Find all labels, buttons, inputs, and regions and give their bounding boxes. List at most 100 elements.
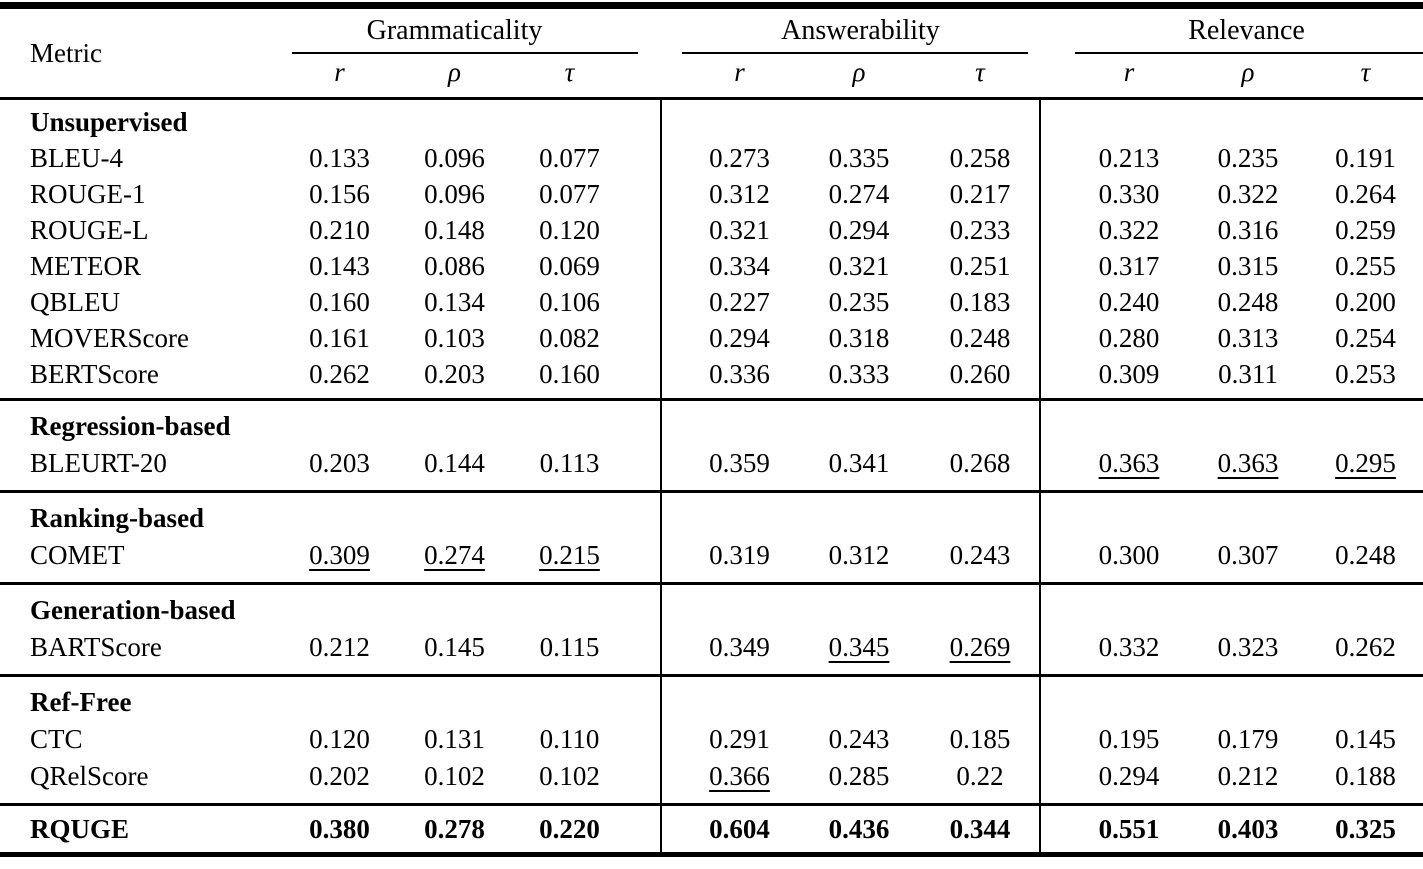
value-cell: 0.110 (539, 724, 600, 754)
bottom-rule (0, 852, 1423, 857)
value-cell: 0.258 (949, 143, 1011, 173)
section-title-row: Generation-based (0, 592, 1423, 629)
section-generation-based: Generation-based BARTScore 0.212 0.145 0… (0, 585, 1423, 674)
vertical-separator (1039, 677, 1041, 803)
value-cell: 0.148 (424, 215, 485, 245)
value-cell: 0.307 (1217, 540, 1279, 570)
vertical-separator (660, 677, 662, 803)
value-cell: 0.278 (424, 814, 485, 844)
metric-cell: BARTScore (30, 632, 162, 662)
table-row: ROUGE-L 0.210 0.148 0.120 0.321 0.294 0.… (0, 212, 1423, 248)
value-cell: 0.321 (709, 215, 770, 245)
vertical-separator (1039, 100, 1041, 398)
value-cell: 0.22 (956, 761, 1004, 791)
value-cell: 0.227 (709, 287, 770, 317)
value-cell: 0.436 (828, 814, 890, 844)
table-row: RQUGE 0.380 0.278 0.220 0.604 0.436 0.34… (0, 806, 1423, 852)
value-cell: 0.235 (1217, 143, 1279, 173)
section-divider (0, 398, 1423, 401)
subcol-header-tau: τ (1360, 57, 1371, 87)
value-cell: 0.321 (828, 251, 890, 281)
table-row: QRelScore 0.202 0.102 0.102 0.366 0.285 … (0, 758, 1423, 795)
value-cell: 0.188 (1335, 761, 1396, 791)
metric-cell: QBLEU (30, 287, 120, 317)
section-divider (0, 674, 1423, 677)
value-cell: 0.330 (1098, 179, 1160, 209)
value-cell: 0.103 (424, 323, 485, 353)
value-cell: 0.248 (1335, 540, 1396, 570)
value-cell: 0.213 (1098, 143, 1160, 173)
value-cell: 0.309 (309, 540, 370, 570)
value-cell: 0.220 (539, 814, 600, 844)
value-cell: 0.255 (1335, 251, 1396, 281)
table-row: METEOR 0.143 0.086 0.069 0.334 0.321 0.2… (0, 248, 1423, 284)
section-title: Ref-Free (30, 687, 132, 717)
value-cell: 0.268 (949, 448, 1011, 478)
value-cell: 0.202 (309, 761, 370, 791)
vertical-separator (660, 585, 662, 674)
value-cell: 0.115 (539, 632, 600, 662)
value-cell: 0.106 (539, 287, 600, 317)
value-cell: 0.082 (539, 323, 600, 353)
section-title-row: Regression-based (0, 408, 1423, 445)
metric-cell: METEOR (30, 251, 141, 281)
section-unsupervised: Unsupervised BLEU-4 0.133 0.096 0.077 0.… (0, 100, 1423, 398)
subcol-header-r: r (734, 57, 745, 87)
cmidrule-grammaticality (292, 52, 638, 54)
section-ref-free: Ref-Free CTC 0.120 0.131 0.110 0.291 0.2… (0, 677, 1423, 803)
value-cell: 0.217 (949, 179, 1011, 209)
value-cell: 0.069 (539, 251, 600, 281)
section-divider (0, 490, 1423, 493)
metric-cell: BLEURT-20 (30, 448, 167, 478)
value-cell: 0.203 (424, 359, 485, 389)
value-cell: 0.311 (1218, 359, 1278, 389)
value-cell: 0.264 (1335, 179, 1396, 209)
section-regression-based: Regression-based BLEURT-20 0.203 0.144 0… (0, 401, 1423, 490)
value-cell: 0.161 (309, 323, 370, 353)
value-cell: 0.102 (539, 761, 600, 791)
value-cell: 0.096 (424, 179, 485, 209)
value-cell: 0.120 (539, 215, 600, 245)
table-row: BLEU-4 0.133 0.096 0.077 0.273 0.335 0.2… (0, 140, 1423, 176)
metric-cell: CTC (30, 724, 83, 754)
value-cell: 0.262 (309, 359, 370, 389)
vertical-separator (660, 493, 662, 582)
value-cell: 0.156 (309, 179, 370, 209)
value-cell: 0.313 (1217, 323, 1279, 353)
value-cell: 0.240 (1098, 287, 1160, 317)
value-cell: 0.273 (709, 143, 770, 173)
value-cell: 0.335 (828, 143, 890, 173)
table-row: CTC 0.120 0.131 0.110 0.291 0.243 0.185 … (0, 721, 1423, 758)
value-cell: 0.260 (949, 359, 1011, 389)
value-cell: 0.086 (424, 251, 485, 281)
cmidrule-answerability (682, 52, 1028, 54)
table-row: BERTScore 0.262 0.203 0.160 0.336 0.333 … (0, 356, 1423, 392)
value-cell: 0.134 (424, 287, 485, 317)
value-cell: 0.200 (1335, 287, 1396, 317)
table-row: BARTScore 0.212 0.145 0.115 0.349 0.345 … (0, 629, 1423, 666)
value-cell: 0.363 (1217, 448, 1279, 478)
value-cell: 0.300 (1098, 540, 1160, 570)
value-cell: 0.179 (1217, 724, 1279, 754)
cmidrule-relevance (1075, 52, 1423, 54)
value-cell: 0.380 (309, 814, 370, 844)
value-cell: 0.309 (1098, 359, 1160, 389)
subcol-header-tau: τ (975, 57, 985, 87)
vertical-separator (1039, 806, 1041, 852)
section-title-row: Ref-Free (0, 684, 1423, 721)
value-cell: 0.312 (828, 540, 890, 570)
value-cell: 0.316 (1217, 215, 1279, 245)
value-cell: 0.203 (309, 448, 370, 478)
value-cell: 0.294 (828, 215, 890, 245)
value-cell: 0.322 (1098, 215, 1160, 245)
value-cell: 0.318 (828, 323, 890, 353)
value-cell: 0.131 (424, 724, 485, 754)
value-cell: 0.345 (828, 632, 890, 662)
section-title: Ranking-based (30, 503, 205, 533)
value-cell: 0.160 (309, 287, 370, 317)
value-cell: 0.248 (949, 323, 1011, 353)
metric-cell: COMET (30, 540, 125, 570)
value-cell: 0.319 (709, 540, 770, 570)
value-cell: 0.262 (1335, 632, 1396, 662)
